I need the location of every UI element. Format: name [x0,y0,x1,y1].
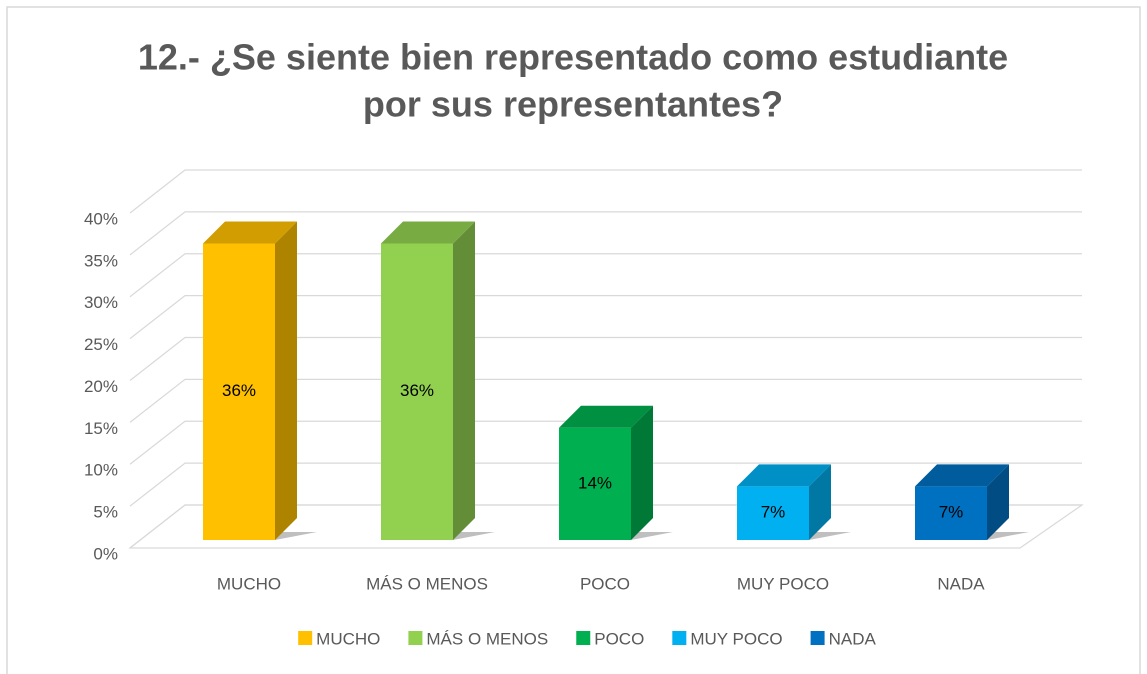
grid-line [129,295,1082,340]
legend-swatch [408,631,423,645]
grid-line [129,211,1082,256]
x-tick-label: MÁS O MENOS [366,574,488,593]
x-tick-label: POCO [580,574,630,593]
grid-line [129,169,1082,214]
bar-top [737,464,831,487]
x-tick-label: MUY POCO [737,574,829,593]
y-tick-label: 20% [84,377,118,396]
legend-swatch [672,631,687,645]
data-label: 36% [400,381,434,400]
floor [128,504,1084,549]
bar-side [453,221,475,540]
grid-line [129,420,1082,465]
bar [203,243,275,540]
bar-side [275,221,297,540]
bar-top [203,221,297,244]
y-tick-label: 0% [93,544,118,563]
data-label: 7% [761,503,786,522]
y-tick-label: 15% [84,419,118,438]
chart-title: por sus representantes? [363,84,783,125]
legend-label: MUCHO [316,629,380,648]
y-tick-label: 10% [84,461,118,480]
bar [559,427,631,540]
y-tick-label: 30% [84,293,118,312]
bar-side [809,464,831,540]
grid-line [129,253,1082,298]
grid-line [129,336,1082,381]
legend-label: MÁS O MENOS [426,629,548,648]
legend-label: NADA [829,629,877,648]
bar-side [987,464,1009,540]
grid-line [129,462,1082,507]
bar [737,486,809,540]
y-tick-label: 40% [84,209,118,228]
y-tick-label: 5% [93,503,118,522]
y-tick-label: 25% [84,335,118,354]
legend-swatch [810,631,825,645]
bar-side [631,405,653,540]
data-label: 7% [939,503,964,522]
grid-line [129,378,1082,423]
legend-label: MUY POCO [690,629,782,648]
y-tick-label: 35% [84,251,118,270]
data-label: 14% [578,473,612,492]
data-label: 36% [222,381,256,400]
x-tick-label: NADA [937,574,985,593]
bar [381,243,453,540]
chart-title: 12.- ¿Se siente bien representado como e… [138,37,1008,78]
bar-top [915,464,1009,487]
legend-swatch [298,631,313,645]
bar-top [381,221,475,244]
x-tick-label: MUCHO [217,574,281,593]
chart-border [6,6,1141,674]
bar-top [559,405,653,428]
legend-label: POCO [594,629,644,648]
bar [915,486,987,540]
legend-swatch [576,631,591,645]
